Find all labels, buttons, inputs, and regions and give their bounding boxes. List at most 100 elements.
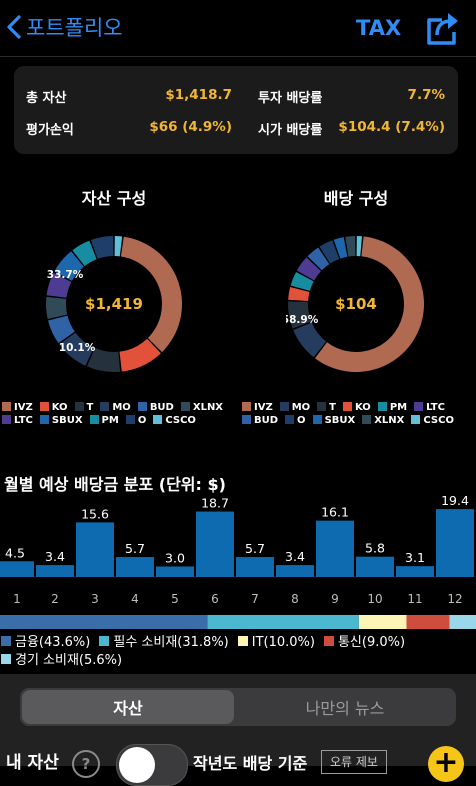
legend-swatch [0, 653, 12, 665]
year-basis-toggle[interactable] [116, 744, 188, 786]
donut-slice-csco[interactable] [114, 236, 123, 257]
donut-slice-xlnx[interactable] [345, 236, 356, 257]
legend-label: 경기 소비재(5.6%) [15, 653, 123, 668]
tab-assets[interactable]: 자산 [22, 690, 234, 724]
investment-yield-label: 투자 배당률 [258, 91, 323, 106]
bar-month-4[interactable] [116, 557, 154, 577]
bar-month-2[interactable] [36, 565, 74, 577]
bar-month-1[interactable] [0, 561, 34, 577]
x-tick-label: 4 [131, 592, 139, 606]
donut-slice-sbux[interactable] [54, 251, 84, 281]
help-icon[interactable]: ? [72, 750, 100, 778]
legend-label: BUD [254, 415, 279, 426]
donut-slice-ivz[interactable] [314, 236, 424, 372]
donut-slice-pm[interactable] [72, 240, 97, 267]
asset-donut-chart[interactable]: $1,419 33.7% 10.1% [44, 234, 184, 374]
legend-swatch [180, 402, 190, 411]
bar-month-8[interactable] [276, 565, 314, 577]
donut-slice-mo[interactable] [59, 332, 94, 366]
bar-value-label: 3.4 [285, 549, 305, 564]
donut-slice-ivz[interactable] [120, 236, 182, 353]
donut-slice-o[interactable] [90, 236, 114, 259]
sector-segment [406, 615, 450, 629]
sector-distribution-bar [0, 615, 476, 629]
donut-slice-t[interactable] [86, 348, 121, 372]
legend-swatch [414, 402, 424, 411]
donut-slice-ko[interactable] [119, 338, 161, 372]
legend-label: IVZ [254, 402, 273, 413]
dividend-legend-item: SBUX [312, 414, 355, 427]
legend-label: MO [291, 402, 311, 413]
dividend-legend-item: XLNX [362, 414, 404, 427]
dividend-center-value: $104 [335, 295, 377, 313]
bar-value-label: 19.4 [441, 493, 469, 508]
tax-button[interactable]: TAX [356, 16, 402, 40]
asset-chart-title: 자산 구성 [81, 189, 147, 208]
bar-month-10[interactable] [356, 556, 394, 577]
legend-swatch [137, 402, 147, 411]
toggle-knob [119, 747, 155, 783]
donut-slice-ko[interactable] [288, 287, 310, 302]
legend-swatch [242, 402, 251, 411]
legend-label: LTC [14, 415, 33, 426]
tab-my-news[interactable]: 나만의 뉴스 [305, 699, 385, 718]
legend-label: LTC [426, 402, 445, 413]
donut-slice-sbux[interactable] [333, 237, 348, 259]
donut-slice-bud[interactable] [307, 247, 330, 271]
donut-slice-t[interactable] [288, 301, 312, 329]
dividend-legend-item: LTC [414, 401, 445, 414]
donut-slice-xlnx[interactable] [46, 296, 68, 319]
bar-month-7[interactable] [236, 557, 274, 577]
toggle-label: 작년도 배당 기준 [193, 754, 308, 773]
legend-swatch [322, 635, 335, 647]
legend-label: PM [389, 402, 408, 413]
asset-legend-item: LTC [2, 414, 33, 427]
bar-month-9[interactable] [316, 520, 354, 577]
dividend-big-slice-label: 58.9% [286, 314, 319, 326]
donut-slice-ltc[interactable] [296, 257, 322, 281]
x-tick-label: 3 [91, 592, 99, 606]
add-icon[interactable]: + [428, 746, 464, 782]
legend-swatch [362, 415, 372, 424]
sector-legend-item: 통신(9.0%) [322, 634, 405, 652]
bar-value-label: 16.1 [321, 505, 349, 520]
donut-slice-ltc[interactable] [46, 272, 72, 298]
legend-label: MO [112, 402, 131, 413]
bar-month-6[interactable] [196, 511, 234, 577]
asset-legend: IVZ KO T MO BUD XLNX LTC SBUX PM O CSCO [2, 401, 234, 427]
monthly-dividend-bar-chart[interactable]: 4.5 1 3.4 2 15.6 3 5.7 4 3.0 5 18.7 6 5.7 7 3.4 8 16.1 9 5… [0, 490, 476, 614]
legend-label: XLNX [192, 402, 224, 413]
x-tick-label: 5 [171, 592, 179, 606]
error-report-button[interactable]: 오류 제보 [321, 750, 387, 774]
legend-swatch [98, 635, 111, 647]
legend-label: IT(10.0%) [251, 635, 315, 650]
dividend-legend-item: MO [279, 401, 311, 414]
donut-slice-o[interactable] [319, 240, 340, 264]
bar-month-11[interactable] [396, 566, 434, 577]
donut-slice-csco[interactable] [356, 236, 363, 257]
legend-swatch [100, 402, 110, 411]
bar-value-label: 5.7 [125, 541, 145, 556]
dividend-donut-chart[interactable]: $104 58.9% [286, 234, 426, 374]
bar-value-label: 4.5 [5, 545, 25, 560]
legend-label: O [137, 415, 147, 426]
bar-month-5[interactable] [156, 566, 194, 578]
share-button[interactable] [424, 10, 462, 48]
dividend-legend-item: BUD [242, 414, 278, 427]
legend-swatch [279, 402, 289, 411]
bar-month-3[interactable] [76, 522, 114, 577]
bar-value-label: 3.0 [165, 551, 185, 566]
donut-slice-mo[interactable] [293, 322, 327, 358]
back-label: 포트폴리오 [26, 16, 123, 40]
legend-swatch [74, 402, 84, 411]
donut-slice-pm[interactable] [290, 271, 314, 291]
asset-legend-item: PM [89, 414, 119, 427]
legend-swatch [89, 415, 99, 424]
back-button[interactable]: 포트폴리오 [6, 10, 123, 44]
legend-swatch [153, 415, 163, 424]
chevron-left-icon [7, 15, 21, 39]
donut-slice-bud[interactable] [48, 315, 75, 344]
bar-month-12[interactable] [436, 509, 474, 577]
pnl-value: $66 (4.9%) [149, 119, 232, 135]
asset-legend-item: O [125, 414, 147, 427]
